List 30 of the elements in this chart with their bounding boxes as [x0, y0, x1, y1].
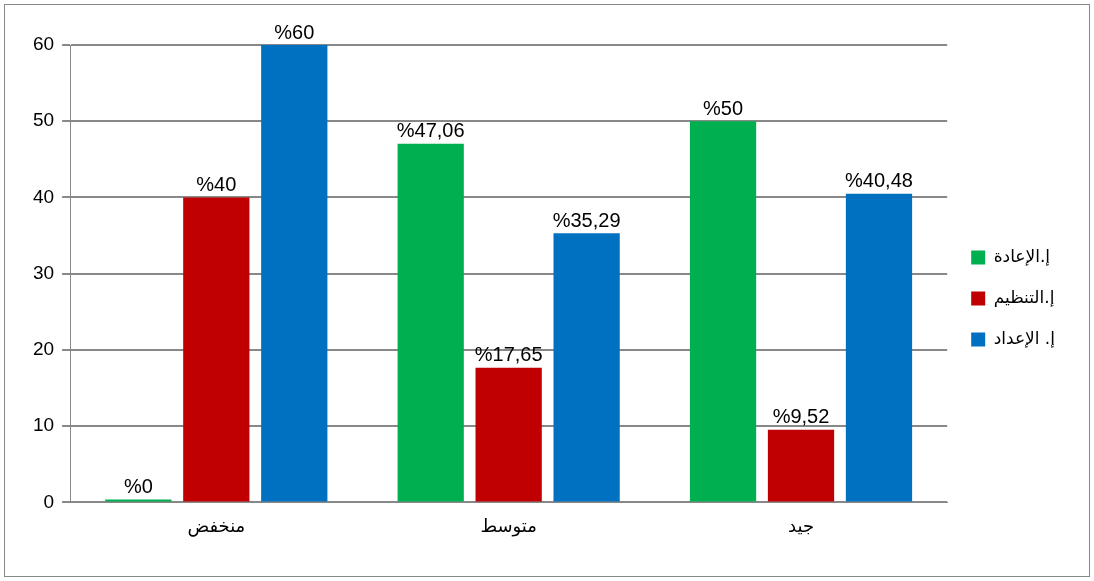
data-label: %40 — [196, 172, 237, 195]
bar — [767, 429, 835, 502]
y-tick-label: 20 — [32, 338, 55, 360]
x-tick-label: منخفض — [187, 514, 246, 537]
y-tick-label: 10 — [32, 414, 55, 436]
bar — [553, 233, 620, 502]
bar — [845, 193, 913, 502]
x-tick-label: متوسط — [480, 514, 537, 537]
data-label: %35,29 — [552, 208, 621, 231]
y-tick-label: 40 — [32, 185, 55, 207]
data-label: %60 — [274, 20, 315, 43]
bar — [475, 367, 542, 502]
bar — [397, 143, 464, 502]
data-label: %47,06 — [396, 119, 465, 142]
legend-label: إ.التنظيم — [993, 286, 1055, 308]
data-label: %9,52 — [772, 405, 830, 428]
legend-label: إ.الإعادة — [993, 245, 1051, 266]
data-label: %17,65 — [474, 343, 543, 366]
data-label: %0 — [123, 474, 153, 497]
y-tick-label: 60 — [32, 33, 55, 55]
bar — [689, 121, 757, 502]
legend-label: إ. الإعداد — [993, 327, 1055, 348]
y-tick-label: 0 — [43, 490, 55, 512]
data-label: %50 — [703, 96, 744, 119]
y-tick-label: 50 — [32, 109, 55, 131]
data-label: %40,48 — [845, 169, 913, 192]
y-tick-label: 30 — [32, 261, 55, 283]
x-tick-label: جيد — [788, 514, 815, 536]
bar — [183, 197, 250, 502]
bar — [261, 45, 328, 502]
